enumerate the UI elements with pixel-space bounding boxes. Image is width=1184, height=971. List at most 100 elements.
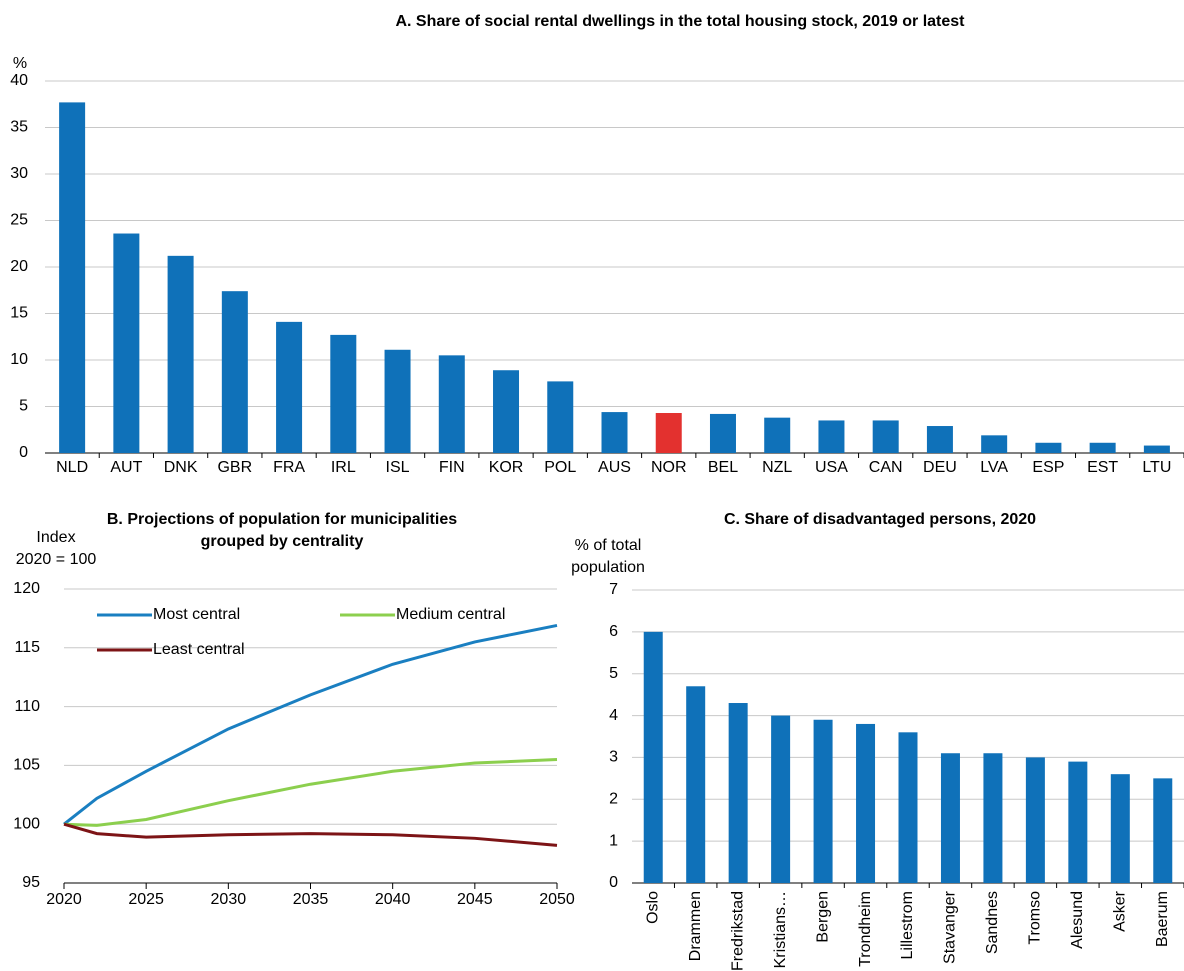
bar bbox=[940, 753, 960, 883]
y-axis-label: Index bbox=[36, 529, 75, 546]
bar bbox=[1068, 761, 1088, 883]
bar bbox=[276, 321, 303, 453]
bar bbox=[1035, 442, 1062, 453]
x-tick-label: NZL bbox=[762, 459, 792, 476]
bar bbox=[728, 703, 748, 883]
y-tick-label: 115 bbox=[14, 639, 40, 656]
x-tick-label: Tromso bbox=[1027, 891, 1044, 945]
y-tick-label: 105 bbox=[13, 757, 40, 774]
bar bbox=[384, 349, 411, 453]
bar bbox=[59, 102, 86, 453]
x-tick-label: NOR bbox=[651, 459, 687, 476]
y-tick-label: 40 bbox=[10, 72, 28, 89]
x-tick-label: FIN bbox=[439, 459, 465, 476]
y-tick-label: 120 bbox=[13, 580, 40, 597]
bar bbox=[686, 686, 706, 883]
x-tick-label: 2020 bbox=[46, 891, 82, 908]
bar bbox=[547, 381, 574, 453]
x-tick-label: 2040 bbox=[375, 891, 411, 908]
bar bbox=[856, 723, 876, 883]
bar bbox=[926, 426, 953, 453]
bar bbox=[1143, 445, 1170, 453]
bar bbox=[981, 435, 1008, 453]
bar bbox=[643, 631, 663, 883]
bar bbox=[709, 413, 736, 453]
x-tick-label: 2050 bbox=[539, 891, 575, 908]
x-tick-label: Oslo bbox=[644, 891, 661, 924]
x-tick-label: Kristians… bbox=[772, 891, 789, 968]
chart-title: C. Share of disadvantaged persons, 2020 bbox=[724, 511, 1036, 528]
x-tick-label: LVA bbox=[980, 459, 1008, 476]
x-tick-label: Baerum bbox=[1154, 891, 1171, 947]
x-tick-label: DNK bbox=[164, 459, 198, 476]
chart-title: grouped by centrality bbox=[201, 533, 364, 550]
x-tick-label: 2045 bbox=[457, 891, 493, 908]
legend-label: Medium central bbox=[396, 606, 505, 623]
bar bbox=[813, 719, 833, 883]
x-tick-label: LTU bbox=[1142, 459, 1171, 476]
bar bbox=[438, 355, 465, 453]
bar bbox=[655, 413, 682, 453]
x-tick-label: ISL bbox=[386, 459, 410, 476]
y-tick-label: 35 bbox=[10, 119, 28, 136]
y-tick-label: 10 bbox=[10, 351, 28, 368]
y-tick-label: 15 bbox=[10, 305, 28, 322]
bar bbox=[601, 412, 628, 453]
bar bbox=[1025, 757, 1045, 883]
y-tick-label: 0 bbox=[609, 874, 618, 891]
y-tick-label: 5 bbox=[19, 398, 28, 415]
x-tick-label: IRL bbox=[331, 459, 356, 476]
x-tick-label: EST bbox=[1087, 459, 1118, 476]
x-tick-label: Stavanger bbox=[942, 890, 959, 964]
bar bbox=[898, 732, 918, 883]
bar bbox=[330, 334, 357, 453]
x-tick-label: 2025 bbox=[128, 891, 164, 908]
x-tick-label: 2035 bbox=[293, 891, 329, 908]
bar bbox=[872, 420, 899, 453]
y-tick-label: 30 bbox=[10, 165, 28, 182]
y-tick-label: 25 bbox=[10, 212, 28, 229]
y-tick-label: 7 bbox=[609, 581, 618, 598]
x-tick-label: ESP bbox=[1032, 459, 1064, 476]
x-tick-label: Fredrikstad bbox=[729, 891, 746, 971]
y-axis-label: % of total bbox=[575, 537, 642, 554]
bar bbox=[983, 753, 1003, 883]
y-tick-label: 1 bbox=[609, 832, 618, 849]
x-tick-label: CAN bbox=[869, 459, 903, 476]
bar bbox=[771, 715, 791, 883]
y-tick-label: 5 bbox=[609, 665, 618, 682]
x-tick-label: BEL bbox=[708, 459, 738, 476]
x-tick-label: KOR bbox=[489, 459, 524, 476]
chart-title: A. Share of social rental dwellings in t… bbox=[395, 13, 965, 30]
y-tick-label: 0 bbox=[19, 444, 28, 461]
x-tick-label: 2030 bbox=[211, 891, 247, 908]
y-tick-label: 4 bbox=[609, 707, 618, 724]
x-tick-label: Asker bbox=[1112, 890, 1129, 932]
x-tick-label: FRA bbox=[273, 459, 305, 476]
x-tick-label: Drammen bbox=[687, 891, 704, 961]
line bbox=[63, 822, 558, 847]
x-tick-label: Alesund bbox=[1069, 891, 1086, 949]
legend-label: Least central bbox=[153, 641, 245, 658]
bar bbox=[493, 370, 520, 453]
x-tick-label: DEU bbox=[923, 459, 957, 476]
x-tick-label: Sandnes bbox=[984, 891, 1001, 954]
chart-title: B. Projections of population for municip… bbox=[107, 511, 457, 528]
y-axis-label: 2020 = 100 bbox=[16, 551, 97, 568]
y-tick-label: 100 bbox=[13, 815, 40, 832]
bar bbox=[221, 291, 248, 453]
x-tick-label: AUS bbox=[598, 459, 631, 476]
x-tick-label: Trondheim bbox=[857, 891, 874, 967]
x-tick-label: Bergen bbox=[814, 891, 831, 943]
bar bbox=[167, 255, 194, 453]
x-tick-label: NLD bbox=[56, 459, 88, 476]
legend-label: Most central bbox=[153, 606, 240, 623]
bar bbox=[113, 233, 140, 453]
bar bbox=[764, 417, 791, 453]
line bbox=[63, 623, 558, 826]
x-tick-label: POL bbox=[544, 459, 576, 476]
bar bbox=[818, 420, 845, 453]
x-tick-label: Lillestrom bbox=[899, 891, 916, 959]
y-tick-label: 2 bbox=[609, 791, 618, 808]
bar bbox=[1153, 778, 1173, 883]
